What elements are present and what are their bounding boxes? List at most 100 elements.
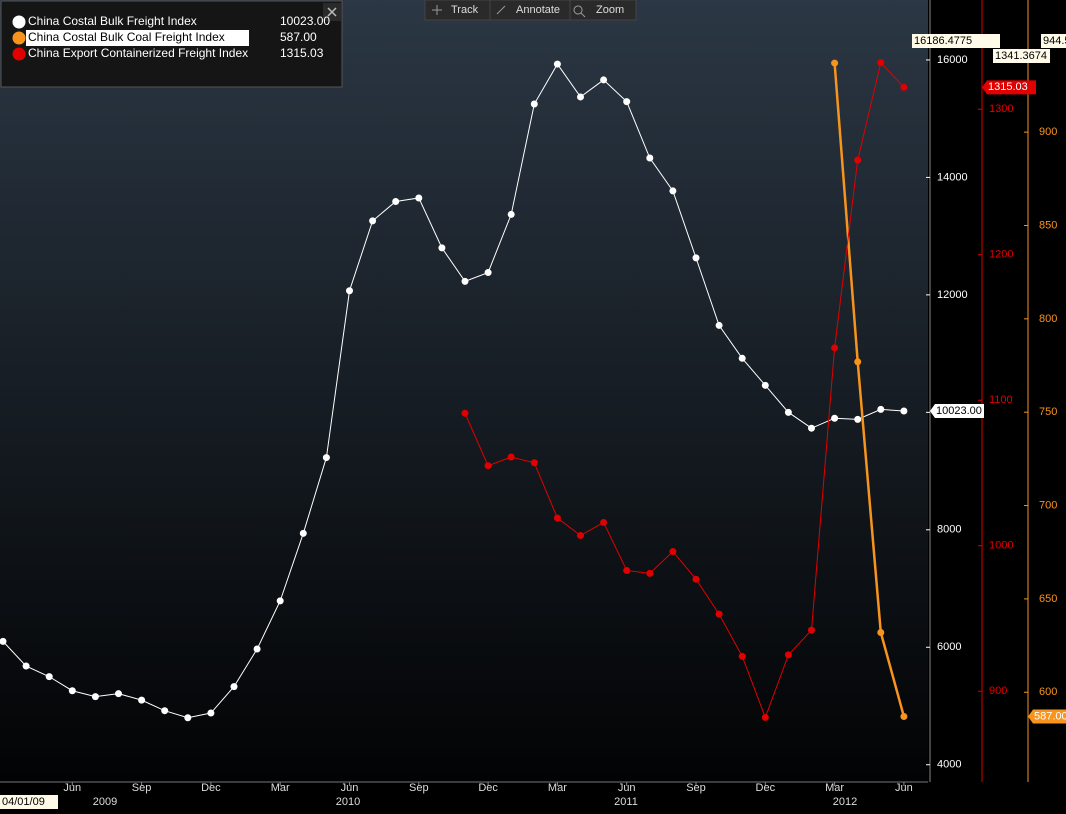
point (415, 194, 423, 202)
legend-label[interactable]: China Export Containerized Freight Index (28, 46, 248, 60)
y-tick-label: 700 (1039, 499, 1057, 511)
point (253, 645, 261, 653)
point (761, 713, 769, 721)
point (646, 569, 654, 577)
toolbar-label[interactable]: Track (451, 4, 479, 16)
point (530, 459, 538, 467)
toolbar-label[interactable]: Zoom (596, 4, 624, 16)
y-tick-label: 8000 (937, 524, 961, 536)
last-value-label: 587.00 (1034, 710, 1066, 722)
axis-max-box (912, 34, 1000, 48)
axis-max-label: 944.5334 (1043, 35, 1066, 47)
point (646, 154, 654, 162)
point (738, 354, 746, 362)
point (461, 277, 469, 285)
toolbar: Track Annotate Zoom (424, 0, 637, 21)
legend-swatch (12, 47, 26, 61)
y-tick-label: 850 (1039, 219, 1057, 231)
last-value-box (1028, 709, 1066, 724)
point (900, 83, 908, 91)
point (900, 713, 908, 721)
y-tick-label: 16000 (937, 54, 968, 66)
toolbar-label[interactable]: Annotate (516, 4, 560, 16)
x-tick-label: Dec (478, 782, 498, 794)
point (207, 709, 215, 717)
y-tick-label: 1300 (989, 103, 1013, 115)
y-tick-label: 900 (1039, 126, 1057, 138)
point (138, 696, 146, 704)
point (715, 610, 723, 618)
toolbar-icon (573, 5, 586, 18)
legend-value: 1315.03 (280, 46, 324, 60)
point (669, 187, 677, 195)
x-tick-label: Mar (825, 782, 844, 794)
point (600, 518, 608, 526)
point (507, 210, 515, 218)
point (808, 626, 815, 634)
point (115, 690, 122, 698)
x-tick-label: Jun (618, 782, 636, 794)
legend-swatch (12, 15, 26, 29)
legend-value: 587.00 (280, 30, 317, 44)
legend-label[interactable]: China Costal Bulk Freight Index (28, 14, 197, 28)
y-tick-label: 1100 (989, 394, 1013, 406)
point (623, 98, 631, 106)
point (230, 683, 238, 691)
close-icon (327, 7, 337, 17)
point (577, 532, 584, 540)
point (322, 454, 330, 462)
legend-swatch (12, 31, 26, 45)
x-year-label: 2011 (614, 796, 638, 808)
point (808, 424, 815, 432)
y-tick-label: 6000 (937, 641, 961, 653)
y-tick-label: 1200 (989, 249, 1013, 261)
point (715, 321, 723, 329)
series-line (833, 62, 906, 717)
last-value-box (930, 403, 984, 418)
point (577, 93, 584, 101)
axis-max-label: 16186.4775 (914, 35, 972, 47)
x-tick-label: Sep (132, 782, 152, 794)
plot-background (0, 0, 928, 782)
y-tick-label: 750 (1039, 406, 1057, 418)
y-tick-label: 650 (1039, 593, 1057, 605)
x-year-label: 2012 (833, 796, 857, 808)
point (854, 358, 862, 366)
point (831, 344, 839, 352)
x-axis-background (0, 782, 928, 814)
x-tick-label: Mar (548, 782, 567, 794)
y-tick-label: 900 (989, 685, 1007, 697)
x-start-box (0, 795, 58, 809)
point (553, 514, 561, 522)
point (45, 673, 53, 681)
point (461, 409, 469, 417)
toolbar-icon (496, 5, 506, 15)
point (369, 217, 377, 225)
point (877, 59, 885, 67)
point (854, 156, 862, 164)
toolbar-button[interactable] (569, 0, 637, 21)
y-tick-label: 14000 (937, 171, 968, 183)
point (438, 244, 446, 252)
point (299, 529, 307, 537)
point (669, 548, 677, 556)
last-value-label: 10023.00 (936, 405, 982, 417)
legend-highlight (26, 30, 249, 46)
x-tick-label: Dec (201, 782, 221, 794)
point (0, 637, 7, 645)
x-tick-label: Jun (895, 782, 913, 794)
x-tick-label: Dec (756, 782, 776, 794)
series-line (464, 61, 905, 719)
point (392, 197, 400, 205)
point (276, 597, 284, 605)
legend-label[interactable]: China Costal Bulk Coal Freight Index (28, 30, 225, 44)
point (161, 707, 169, 715)
point (900, 407, 908, 415)
x-tick-label: Jun (341, 782, 359, 794)
x-year-label: 2010 (336, 796, 360, 808)
x-tick-label: Sep (409, 782, 429, 794)
point (184, 714, 192, 722)
point (854, 415, 862, 423)
point (484, 462, 492, 470)
